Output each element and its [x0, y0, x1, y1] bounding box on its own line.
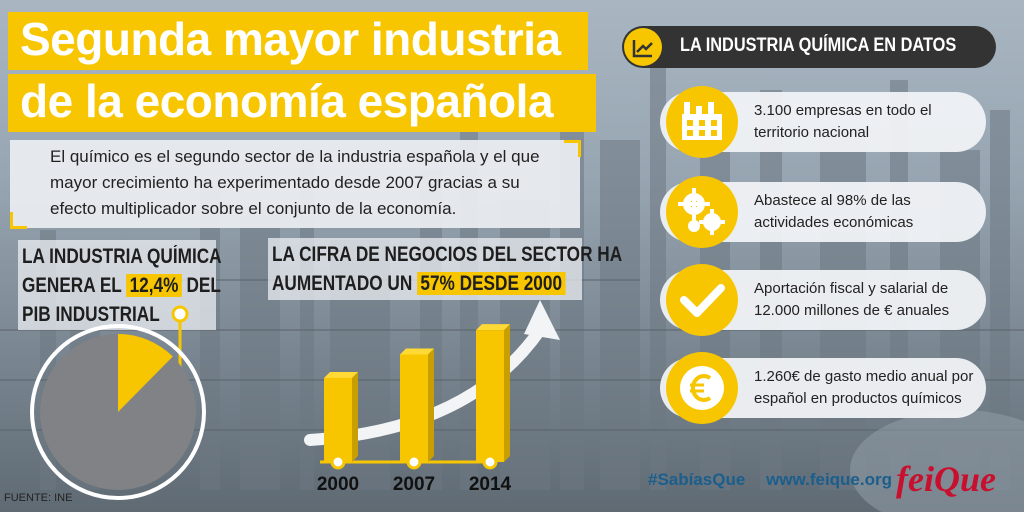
bar-2014: [476, 324, 510, 462]
fact-text: Aportación fiscal y salarial de 12.000 m…: [754, 280, 950, 319]
year-label-2007: 2007: [393, 474, 435, 495]
pie-outline: [30, 324, 206, 500]
bar-2007: [400, 348, 434, 462]
growth-highlight: 57% DESDE 2000: [417, 272, 566, 295]
panel-header: LA INDUSTRIA QUÍMICA EN DATOS: [622, 26, 996, 68]
source-note: FUENTE: INE: [4, 492, 73, 504]
year-label-2000: 2000: [317, 474, 359, 495]
fact-text: Abastece al 98% de las actividades econó…: [754, 192, 914, 231]
fact-text: 1.260€ de gasto medio anual por español …: [754, 368, 974, 407]
year-label-2014: 2014: [469, 474, 512, 495]
growth-headline: LA CIFRA DE NEGOCIOS DEL SECTOR HA AUMEN…: [272, 240, 622, 298]
title-line-1: Segunda mayor industria: [8, 12, 588, 70]
intro-text: El químico es el segundo sector de la in…: [50, 147, 540, 218]
title-line-2: de la economía española: [8, 74, 596, 132]
intro-box: El químico es el segundo sector de la in…: [10, 140, 580, 228]
gears-icon: [666, 176, 738, 248]
corner-decoration: [10, 212, 27, 229]
website-link[interactable]: www.feique.org: [766, 470, 892, 489]
timeline-dot-2000: [330, 454, 346, 470]
timeline-dot-2014: [482, 454, 498, 470]
timeline-dot-2007: [406, 454, 422, 470]
bar-2000: [324, 372, 358, 462]
fact-text: 3.100 empresas en todo el territorio nac…: [754, 102, 932, 141]
growth-line-2-text: AUMENTADO UN: [272, 272, 418, 295]
euro-icon: [666, 352, 738, 424]
pib-line-2-end: DEL: [181, 274, 221, 297]
pib-line-3: PIB INDUSTRIAL: [22, 303, 160, 326]
feique-logo[interactable]: feiQue: [896, 459, 996, 499]
pib-headline: LA INDUSTRIA QUÍMICA GENERA EL 12,4% DEL…: [22, 242, 222, 329]
growth-line-2: AUMENTADO UN 57% DESDE 2000: [272, 269, 622, 298]
pib-line-2-text: GENERA EL: [22, 274, 127, 297]
checkmark-icon: [666, 264, 738, 336]
factory-icon: [666, 86, 738, 158]
pib-line-1: LA INDUSTRIA QUÍMICA: [22, 245, 222, 268]
pib-line-2: GENERA EL 12,4% DEL: [22, 271, 222, 300]
pie-callout-dot: [171, 305, 189, 323]
pie-slice-chemical: [118, 334, 173, 412]
panel-title: LA INDUSTRIA QUÍMICA EN DATOS: [680, 35, 957, 56]
pib-highlight: 12,4%: [126, 274, 182, 297]
growth-bar-chart: 2000 2007 2014: [304, 300, 560, 495]
chart-trend-icon: [624, 28, 662, 66]
pib-pie-chart: [30, 305, 206, 500]
footer: #SabíasQue www.feique.org: [648, 470, 892, 490]
growth-line-1: LA CIFRA DE NEGOCIOS DEL SECTOR HA: [272, 243, 623, 266]
hashtag-link[interactable]: #SabíasQue: [648, 470, 746, 489]
corner-decoration: [564, 140, 581, 157]
growth-arrowhead: [524, 300, 560, 340]
